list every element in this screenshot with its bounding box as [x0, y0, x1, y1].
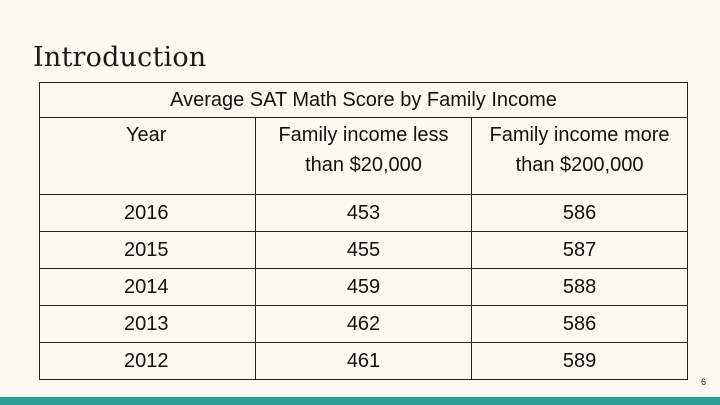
income-sat-table: Average SAT Math Score by Family Income …	[38, 82, 689, 380]
income-sat-table-container: Average SAT Math Score by Family Income …	[38, 82, 689, 380]
column-header-year: Year	[39, 117, 256, 195]
page-number: 6	[700, 377, 706, 387]
slide-title: Introduction	[33, 42, 207, 73]
table-row: 2014 459 588	[39, 268, 689, 306]
high-income-score-cell: 589	[470, 342, 689, 380]
table-header-row: Year Family income less than $20,000 Fam…	[39, 117, 689, 195]
column-header-high-income: Family income more than $200,000	[470, 117, 689, 195]
year-cell: 2014	[39, 268, 256, 306]
year-cell: 2015	[39, 231, 256, 269]
table-row: 2013 462 586	[39, 305, 689, 343]
table-caption: Average SAT Math Score by Family Income	[38, 82, 689, 118]
bottom-accent-bar	[0, 397, 720, 405]
table-caption-row: Average SAT Math Score by Family Income	[38, 82, 689, 118]
high-income-score-cell: 586	[470, 194, 689, 232]
year-cell: 2016	[39, 194, 256, 232]
low-income-score-cell: 455	[255, 231, 472, 269]
low-income-score-cell: 459	[255, 268, 472, 306]
low-income-score-cell: 461	[255, 342, 472, 380]
column-header-low-income: Family income less than $20,000	[255, 117, 472, 195]
high-income-score-cell: 588	[470, 268, 689, 306]
table-row: 2012 461 589	[39, 342, 689, 380]
low-income-score-cell: 462	[255, 305, 472, 343]
low-income-score-cell: 453	[255, 194, 472, 232]
year-cell: 2012	[39, 342, 256, 380]
table-row: 2015 455 587	[39, 231, 689, 269]
high-income-score-cell: 586	[470, 305, 689, 343]
table-row: 2016 453 586	[39, 194, 689, 232]
year-cell: 2013	[39, 305, 256, 343]
high-income-score-cell: 587	[470, 231, 689, 269]
